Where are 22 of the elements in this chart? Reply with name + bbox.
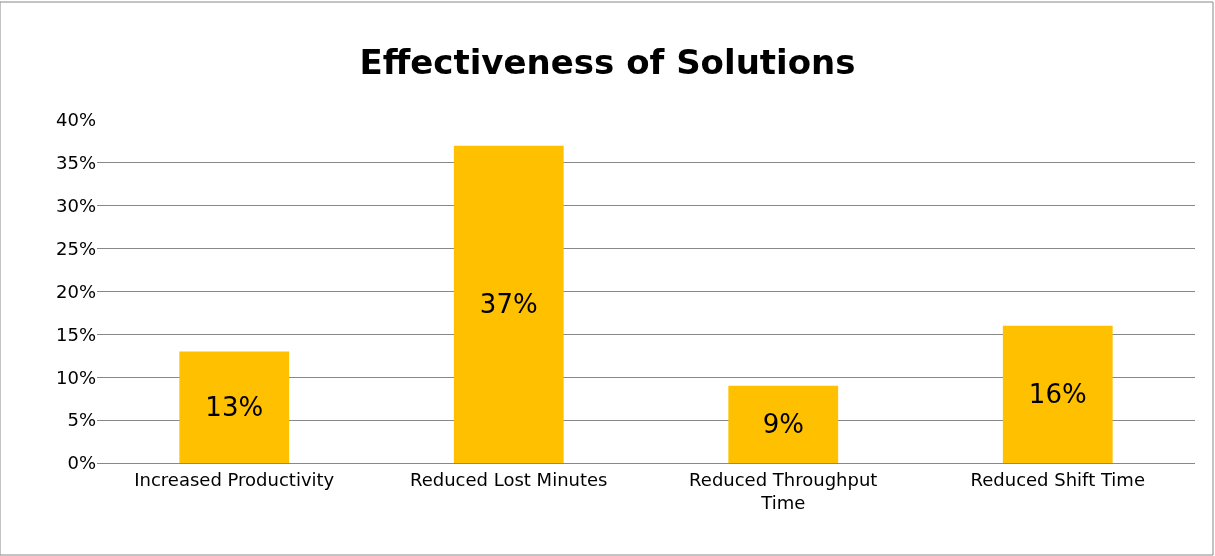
x-tick-label: Reduced Lost Minutes [410, 468, 608, 490]
bar [1002, 325, 1113, 463]
y-tick-label: 35% [55, 152, 96, 174]
bar [728, 385, 839, 463]
x-tick-label: Reduced Throughput Time [689, 468, 878, 513]
chart-title: Effectiveness of Solutions [359, 41, 856, 82]
x-tick-label: Increased Productivity [134, 468, 335, 490]
y-tick-label: 30% [55, 195, 96, 217]
bar [179, 351, 290, 463]
y-tick-label: 0% [67, 452, 96, 474]
y-tick-label: 20% [55, 280, 96, 302]
x-tick-label: Reduced Shift Time [970, 468, 1145, 490]
data-label: 16% [1028, 379, 1087, 410]
y-tick-label: 40% [55, 109, 96, 131]
y-tick-label: 5% [67, 409, 96, 431]
data-label: 9% [762, 409, 804, 440]
y-tick-label: 25% [55, 237, 96, 259]
data-label: 37% [479, 289, 538, 320]
y-tick-label: 15% [55, 323, 96, 345]
bar [453, 145, 564, 463]
y-tick-label: 10% [55, 366, 96, 388]
data-label: 13% [205, 392, 264, 423]
